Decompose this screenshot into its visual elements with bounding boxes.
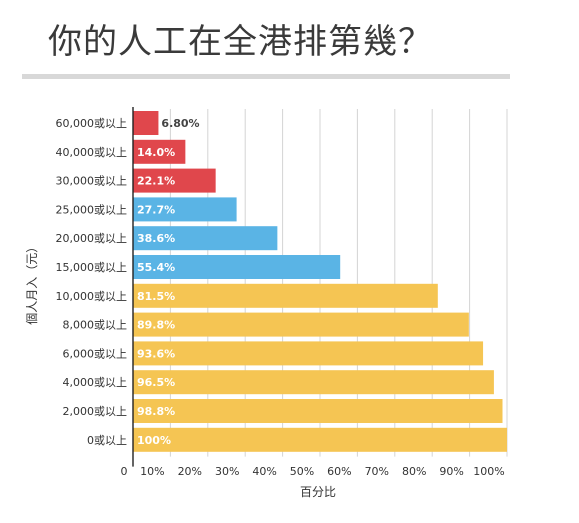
bar <box>133 197 237 222</box>
data-label: 93.6% <box>137 347 175 360</box>
bar <box>133 312 469 337</box>
category-label: 4,000或以上 <box>63 376 128 389</box>
bar <box>133 399 503 423</box>
data-label: 81.5% <box>137 290 175 303</box>
bar <box>133 427 507 452</box>
category-label: 6,000或以上 <box>63 347 128 360</box>
category-label: 0或以上 <box>87 434 127 447</box>
bar <box>133 168 216 193</box>
category-label: 2,000或以上 <box>63 405 128 418</box>
x-tick-label: 20% <box>178 465 202 478</box>
data-label: 98.8% <box>137 405 175 418</box>
bar <box>133 111 159 135</box>
data-label: 22.1% <box>137 175 175 188</box>
x-tick-label: 0 <box>121 465 128 478</box>
data-label: 6.80% <box>161 117 199 130</box>
x-tick-label: 70% <box>365 465 389 478</box>
data-label: 100% <box>137 434 171 447</box>
data-label: 27.7% <box>137 203 175 216</box>
x-tick-label: 40% <box>252 465 276 478</box>
category-label: 40,000或以上 <box>56 146 128 159</box>
x-tick-label: 30% <box>215 465 239 478</box>
bar <box>133 370 494 395</box>
data-label: 38.6% <box>137 232 175 245</box>
x-tick-label: 80% <box>402 465 426 478</box>
bar <box>133 255 341 279</box>
title-divider <box>22 74 510 79</box>
category-label: 8,000或以上 <box>63 319 128 332</box>
data-label: 96.5% <box>137 376 175 389</box>
category-label: 60,000或以上 <box>56 117 128 130</box>
data-label: 14.0% <box>137 146 175 159</box>
chart-title: 你的人工在全港排第幾？ <box>48 22 433 62</box>
bar <box>133 283 438 308</box>
category-label: 15,000或以上 <box>56 261 128 274</box>
x-axis-title: 百分比 <box>300 485 336 499</box>
category-label: 10,000或以上 <box>56 290 128 303</box>
category-label: 30,000或以上 <box>56 175 128 188</box>
category-label: 20,000或以上 <box>56 232 128 245</box>
data-label: 55.4% <box>137 261 175 274</box>
x-tick-label: 10% <box>140 465 164 478</box>
bar <box>133 139 186 164</box>
bar <box>133 341 484 366</box>
category-label: 25,000或以上 <box>56 203 128 216</box>
x-tick-label: 50% <box>290 465 314 478</box>
data-label: 89.8% <box>137 319 175 332</box>
bar <box>133 226 278 251</box>
x-tick-label: 60% <box>327 465 351 478</box>
y-axis-title: 個人月入（元） <box>25 241 39 325</box>
x-tick-label: 90% <box>439 465 463 478</box>
x-tick-label: 100% <box>473 465 504 478</box>
